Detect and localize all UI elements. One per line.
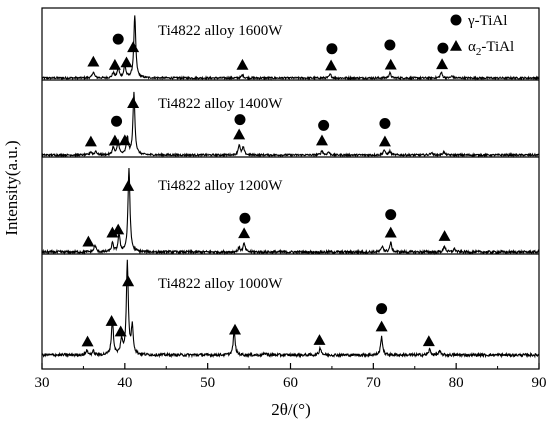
gamma-tial-marker [385, 209, 397, 221]
alpha2-tial-marker [315, 134, 328, 146]
x-tick-label: 70 [366, 375, 381, 391]
alpha2-tial-marker [118, 134, 131, 146]
y-axis-label: Intensity(a.u.) [2, 140, 21, 235]
alpha2-tial-marker [378, 135, 391, 147]
gamma-tial-marker [437, 42, 449, 54]
pattern-label: Ti4822 alloy 1200W [158, 178, 283, 194]
legend-gamma-label: γ-TiAl [467, 13, 507, 29]
x-axis-label: 2θ/(°) [271, 400, 311, 419]
x-ticks: 30 40 50 60 70 80 90 [35, 363, 547, 391]
alpha2-tial-marker [127, 97, 140, 108]
alpha2-tial-marker [384, 226, 397, 238]
alpha2-tial-marker [422, 335, 435, 347]
x-tick-label: 80 [449, 375, 464, 391]
xrd-pattern-4 [41, 259, 540, 359]
markers-layer [81, 33, 451, 347]
gamma-tial-marker [234, 114, 246, 126]
alpha2-tial-marker [84, 135, 97, 147]
xrd-pattern-3 [41, 167, 540, 256]
alpha2-tial-marker [105, 315, 118, 326]
gamma-tial-marker [239, 212, 251, 224]
gamma-tial-marker [112, 33, 124, 45]
pattern-label: Ti4822 alloy 1600W [158, 23, 283, 39]
alpha2-tial-marker [438, 230, 451, 241]
alpha2-tial-marker [112, 223, 125, 235]
alpha2-tial-marker [238, 227, 251, 239]
pattern-label: Ti4822 alloy 1000W [158, 276, 283, 292]
alpha2-tial-marker [82, 235, 95, 247]
alpha2-tial-marker [384, 58, 397, 70]
x-tick-label: 30 [35, 375, 50, 391]
x-tick-label: 40 [117, 375, 132, 391]
x-tick-label: 50 [200, 375, 215, 391]
pattern-label: Ti4822 alloy 1400W [158, 96, 283, 112]
alpha2-tial-marker [87, 55, 100, 67]
gamma-tial-marker [326, 43, 338, 55]
alpha2-tial-marker [108, 134, 121, 146]
alpha2-tial-marker [325, 59, 338, 71]
gamma-tial-marker [384, 39, 396, 51]
gamma-tial-marker [450, 14, 462, 26]
alpha2-tial-marker [106, 226, 119, 238]
x-tick-label: 90 [532, 375, 547, 391]
legend-alpha2-label: α2-TiAl [468, 39, 514, 58]
legend: γ-TiAl α2-TiAl [450, 13, 514, 58]
alpha2-tial-marker [436, 58, 449, 70]
labels-layer: Ti4822 alloy 1600W Ti4822 alloy 1400W Ti48… [158, 23, 283, 292]
alpha2-tial-marker [108, 58, 121, 70]
gamma-tial-marker [318, 119, 330, 131]
alpha2-tial-marker [375, 320, 388, 332]
alpha2-tial-marker [122, 180, 135, 191]
x-tick-label: 60 [283, 375, 298, 391]
alpha2-tial-marker [120, 56, 133, 68]
gamma-tial-marker [379, 118, 391, 130]
alpha2-tial-marker [236, 58, 249, 70]
alpha2-tial-marker [233, 128, 246, 140]
alpha2-tial-marker [313, 334, 326, 345]
xrd-pattern-2 [41, 91, 540, 159]
alpha2-tial-marker [81, 335, 94, 347]
gamma-tial-marker [111, 115, 123, 127]
alpha2-tial-marker [450, 40, 462, 51]
alpha2-tial-marker [122, 275, 135, 287]
alpha2-tial-marker [229, 323, 242, 335]
gamma-tial-marker [376, 303, 388, 315]
alpha2-tial-marker [127, 41, 140, 53]
alpha2-tial-marker [114, 325, 127, 337]
